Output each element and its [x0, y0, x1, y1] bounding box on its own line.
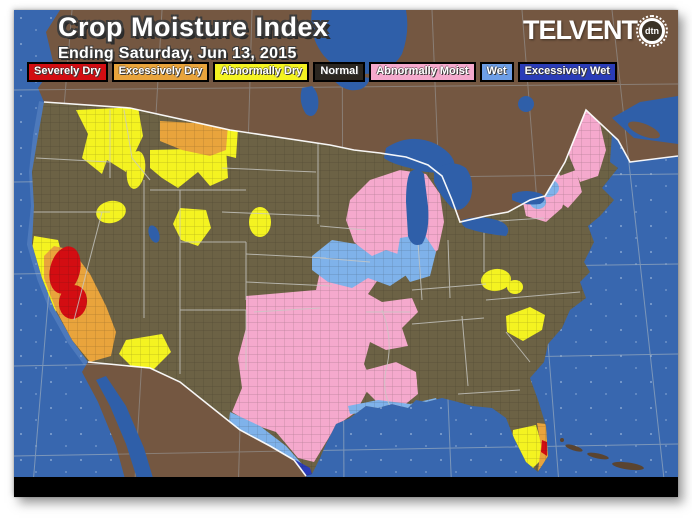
- legend-item-abnormally-dry: Abnormally Dry: [213, 62, 310, 82]
- telvent-logo: TELVENT dtn: [523, 14, 668, 47]
- map-frame: Crop Moisture Index Ending Saturday, Jun…: [14, 10, 678, 497]
- national-borders: [43, 101, 678, 477]
- legend-item-excessively-dry: Excessively Dry: [111, 62, 210, 82]
- page-subtitle: Ending Saturday, Jun 13, 2015: [58, 45, 297, 62]
- legend-item-severely-dry: Severely Dry: [27, 62, 108, 82]
- islands: [560, 121, 660, 471]
- dtn-badge-icon: dtn: [636, 14, 668, 47]
- legend: Severely Dry Excessively Dry Abnormally …: [27, 62, 621, 82]
- water-features: [96, 10, 678, 488]
- us-crop-moisture-map: [14, 10, 678, 497]
- legend-item-abnormally-moist: Abnormally Moist: [369, 62, 476, 82]
- state-borders: [32, 109, 581, 407]
- bottom-strip: [14, 477, 678, 497]
- page-title: Crop Moisture Index: [58, 12, 329, 42]
- legend-item-wet: Wet: [479, 62, 514, 82]
- legend-item-excessively-wet: Excessively Wet: [517, 62, 617, 82]
- telvent-logo-text: TELVENT: [523, 15, 638, 45]
- legend-item-normal: Normal: [313, 62, 366, 82]
- header: Crop Moisture Index Ending Saturday, Jun…: [58, 12, 329, 63]
